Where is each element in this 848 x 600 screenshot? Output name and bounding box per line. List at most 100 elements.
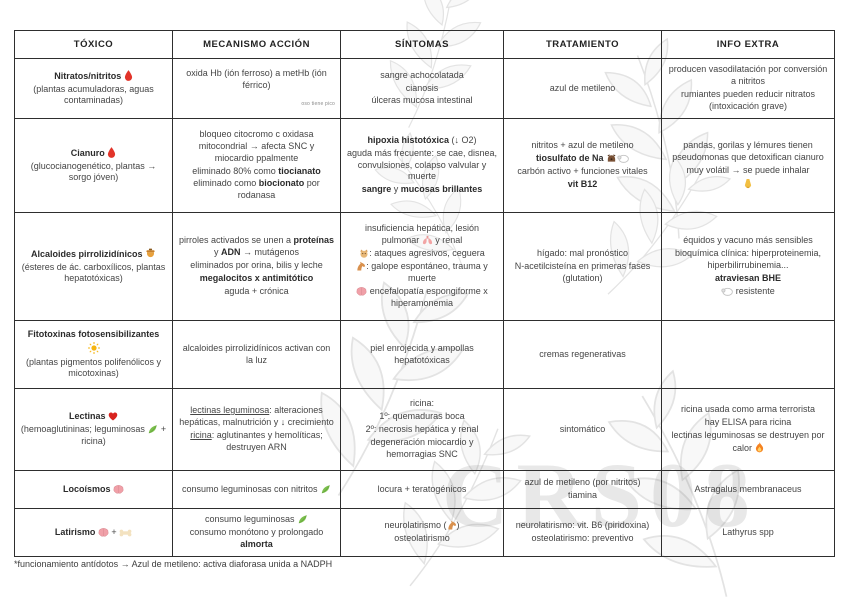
text-line: cianosis — [346, 83, 498, 95]
text-run: ADN — [220, 247, 241, 258]
cell-info-extra — [661, 320, 835, 389]
text-run: eliminado 80% como — [192, 165, 279, 176]
cell-tratamiento: azul de metileno — [503, 58, 662, 119]
text-run: encefalopatía espongiforme x hiperamonem… — [367, 285, 488, 308]
text-run: : aglutinantes y hemolíticas; destruyen … — [211, 430, 323, 452]
blood-drop-icon — [107, 146, 116, 160]
text-line: consumo leguminosas — [178, 514, 335, 526]
text-run: eliminado como — [193, 178, 259, 189]
text-line: Lectinas — [20, 411, 167, 423]
text-line: consumo monótono y prolongado — [178, 527, 335, 539]
text-line: ricina: — [346, 398, 498, 410]
text-run: atraviesan BHE — [714, 272, 782, 283]
column-header-mecanismo-accion: MECANISMO ACCIÓN — [172, 30, 341, 59]
text-line: hay ELISA para ricina — [667, 417, 829, 429]
text-line: encefalopatía espongiforme x hiperamonem… — [346, 286, 498, 310]
text-run: megalocitos x antimitótico — [199, 272, 314, 283]
text-run: rumiantes pueden reducir nitratos (intox… — [680, 89, 816, 111]
text-line: eliminado 80% como tiocianato — [178, 166, 335, 178]
table-row-alcaloides-pirrolizidinicos: Alcaloides pirrolizidínicos (ésteres de … — [14, 212, 835, 321]
cell-sintomas: ricina: 1º: quemaduras boca 2º: necrosis h… — [340, 388, 504, 471]
text-line: aguda + crónica — [178, 286, 335, 298]
sheep-icon — [617, 153, 629, 165]
text-line: producen vasodilatación por conversión a… — [667, 64, 829, 88]
cell-sintomas: neurolatirismo () osteolatirismo — [340, 508, 504, 557]
text-run: resistente — [733, 285, 775, 296]
text-line — [20, 341, 167, 356]
text-run: eliminados por orina, bilis y leche — [190, 260, 323, 271]
column-header-toxico: TÓXICO — [14, 30, 173, 59]
text-line: ricina: aglutinantes y hemolíticas; dest… — [178, 430, 335, 454]
cell-toxico: Alcaloides pirrolizidínicos (ésteres de … — [14, 212, 173, 321]
text-run: sangre achocolatada — [380, 69, 464, 80]
cell-mecanismo-accion: pirroles activados se unen a proteínas y… — [172, 212, 341, 321]
brain-icon — [356, 286, 367, 298]
text-line: eliminados por orina, bilis y leche — [178, 260, 335, 272]
horse-icon — [447, 520, 457, 532]
text-run: aguda más frecuente: se cae, disnea, con… — [346, 147, 498, 182]
cell-toxico: Latirismo + — [14, 508, 173, 557]
text-run: sangre — [361, 184, 392, 195]
text-run: hipoxia histotóxica — [367, 134, 449, 145]
text-run: degeneración miocardio y hemorragias SNC — [370, 436, 474, 459]
text-run: azul de metileno (por nitritos) — [524, 477, 641, 488]
text-line: bioquímica clínica: hiperproteinemia, hi… — [667, 248, 829, 272]
text-run: producen vasodilatación por conversión a… — [668, 64, 828, 87]
text-line: nitritos + azul de metileno — [509, 140, 656, 152]
text-line: azul de metileno — [509, 83, 656, 95]
cell-mecanismo-accion: lectinas leguminosa: alteraciones hepáti… — [172, 388, 341, 471]
text-line: (glucocianogenético, plantas → sorgo jóv… — [20, 161, 167, 185]
text-run: Alcaloides pirrolizidínicos — [30, 248, 146, 259]
cell-info-extra: ricina usada como arma terrorista hay ELI… — [661, 388, 835, 471]
text-line: osteolatirismo — [346, 533, 498, 545]
text-run: Lathyrus spp — [722, 526, 774, 537]
text-run: consumo leguminosas con nitritos — [181, 483, 321, 494]
text-line: sangre y mucosas brillantes — [346, 184, 498, 196]
text-run: ) — [456, 520, 460, 531]
column-header-info-extra: INFO EXTRA — [661, 30, 835, 59]
text-line: : galope espontáneo, trauma y muerte — [346, 261, 498, 285]
text-line: Lathyrus spp — [667, 527, 829, 539]
text-line: : ataques agresivos, ceguera — [346, 248, 498, 260]
text-line: 1º: quemaduras boca — [346, 411, 498, 423]
text-line: N-acetilcisteína en primeras fases (glut… — [509, 261, 656, 285]
heart-icon — [108, 411, 118, 423]
sprout-icon — [320, 484, 331, 496]
text-run: ricina: — [409, 398, 434, 409]
table-body: Nitratos/nitritos (plantas acumuladoras,… — [14, 58, 835, 557]
cell-info-extra: pandas, gorilas y lémures tienen pseudom… — [661, 118, 835, 213]
text-run: pirroles activados se unen a — [178, 235, 294, 246]
cell-info-extra: producen vasodilatación por conversión a… — [661, 58, 835, 119]
text-line: Locoísmos — [20, 484, 167, 496]
text-line: sintomático — [509, 424, 656, 436]
text-run: proteínas — [293, 235, 335, 246]
cell-sintomas: sangre achocolatada cianosis úlceras mucos… — [340, 58, 504, 119]
text-run: Locoísmos — [62, 483, 113, 494]
table-row-nitratos-nitritos: Nitratos/nitritos (plantas acumuladoras,… — [14, 58, 835, 119]
text-run: lectinas leguminosa — [190, 405, 270, 416]
brain-icon — [113, 484, 124, 496]
cell-tratamiento: sintomático — [503, 388, 662, 471]
text-run: : galope espontáneo, trauma y muerte — [366, 261, 488, 283]
text-run: cremas regenerativas — [539, 348, 626, 359]
cell-toxico: Lectinas (hemoaglutininas; leguminosas +… — [14, 388, 173, 471]
text-line: Latirismo + — [20, 527, 167, 539]
text-line: Astragalus membranaceus — [667, 484, 829, 496]
text-run: carbón activo + funciones vitales — [517, 166, 648, 176]
text-run: tiosulfato de Na — [535, 153, 606, 164]
sprout-icon — [147, 424, 158, 436]
text-run: sintomático — [559, 423, 606, 434]
text-run: y renal — [432, 235, 463, 246]
text-run: : ataques agresivos, ceguera — [369, 248, 485, 259]
blood-drop-icon — [124, 69, 133, 83]
cell-sintomas: locura + teratogénicos — [340, 470, 504, 509]
bone-icon — [119, 527, 132, 539]
cell-info-extra: Astragalus membranaceus — [661, 470, 835, 509]
header-row: TÓXICO MECANISMO ACCIÓN SÍNTOMAS TRATAMIENT… — [14, 30, 835, 59]
text-line: degeneración miocardio y hemorragias SNC — [346, 437, 498, 461]
text-run: tiamina — [567, 490, 597, 500]
text-run: aguda + crónica — [224, 285, 289, 296]
text-run: bioquímica clínica: hiperproteinemia, hi… — [674, 248, 822, 271]
text-run: Nitratos/nitritos — [54, 70, 124, 81]
text-run: (hemoaglutininas; leguminosas — [20, 424, 148, 435]
